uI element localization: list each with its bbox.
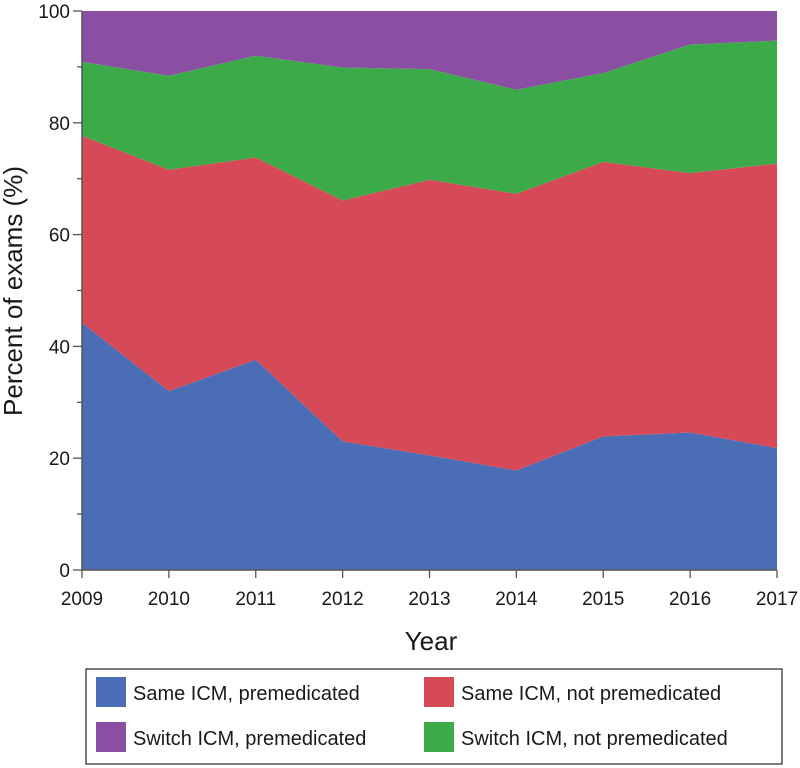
y-axis-title: Percent of exams (%) [0, 166, 28, 416]
y-tick-label: 60 [49, 226, 70, 247]
y-tick-label: 20 [49, 449, 70, 470]
legend-label-same-icm-not-premedicated: Same ICM, not premedicated [461, 683, 721, 705]
y-tick-label: 100 [38, 2, 70, 23]
y-tick-label: 80 [49, 114, 70, 135]
x-tick-label: 2013 [408, 589, 450, 610]
y-axis: 0 20 40 60 80 100 [38, 2, 83, 582]
x-tick-label: 2011 [235, 589, 276, 610]
x-tick-label: 2010 [148, 589, 190, 610]
area-same-icm-not-premedicated [82, 135, 777, 471]
x-tick-label: 2014 [495, 589, 538, 610]
x-tick-label: 2016 [669, 589, 711, 610]
x-tick-label: 2012 [321, 589, 363, 610]
legend-swatch-switch-icm-premedicated [96, 722, 126, 752]
area-switch-icm-not-premedicated [82, 40, 777, 201]
legend-swatch-same-icm-not-premedicated [424, 677, 454, 707]
x-axis: 2009 2010 2011 2012 2013 2014 2015 2016 2017 [61, 569, 798, 610]
plot-area [82, 11, 777, 570]
y-tick-label: 0 [59, 561, 70, 582]
legend: Same ICM, premedicated Same ICM, not prem… [85, 668, 783, 765]
legend-label-same-icm-premedicated: Same ICM, premedicated [133, 683, 360, 705]
x-tick-label: 2015 [582, 589, 624, 610]
x-tick-label: 2017 [756, 589, 798, 610]
legend-swatch-same-icm-premedicated [96, 677, 126, 707]
legend-swatch-switch-icm-not-premedicated [424, 722, 454, 752]
area-switch-icm-premedicated [82, 11, 777, 90]
area-same-icm-premedicated [82, 322, 777, 570]
x-axis-title: Year [405, 626, 458, 656]
x-tick-label: 2009 [61, 589, 103, 610]
legend-label-switch-icm-not-premedicated: Switch ICM, not premedicated [461, 728, 728, 750]
y-tick-label: 40 [49, 337, 70, 358]
legend-label-switch-icm-premedicated: Switch ICM, premedicated [133, 728, 366, 750]
